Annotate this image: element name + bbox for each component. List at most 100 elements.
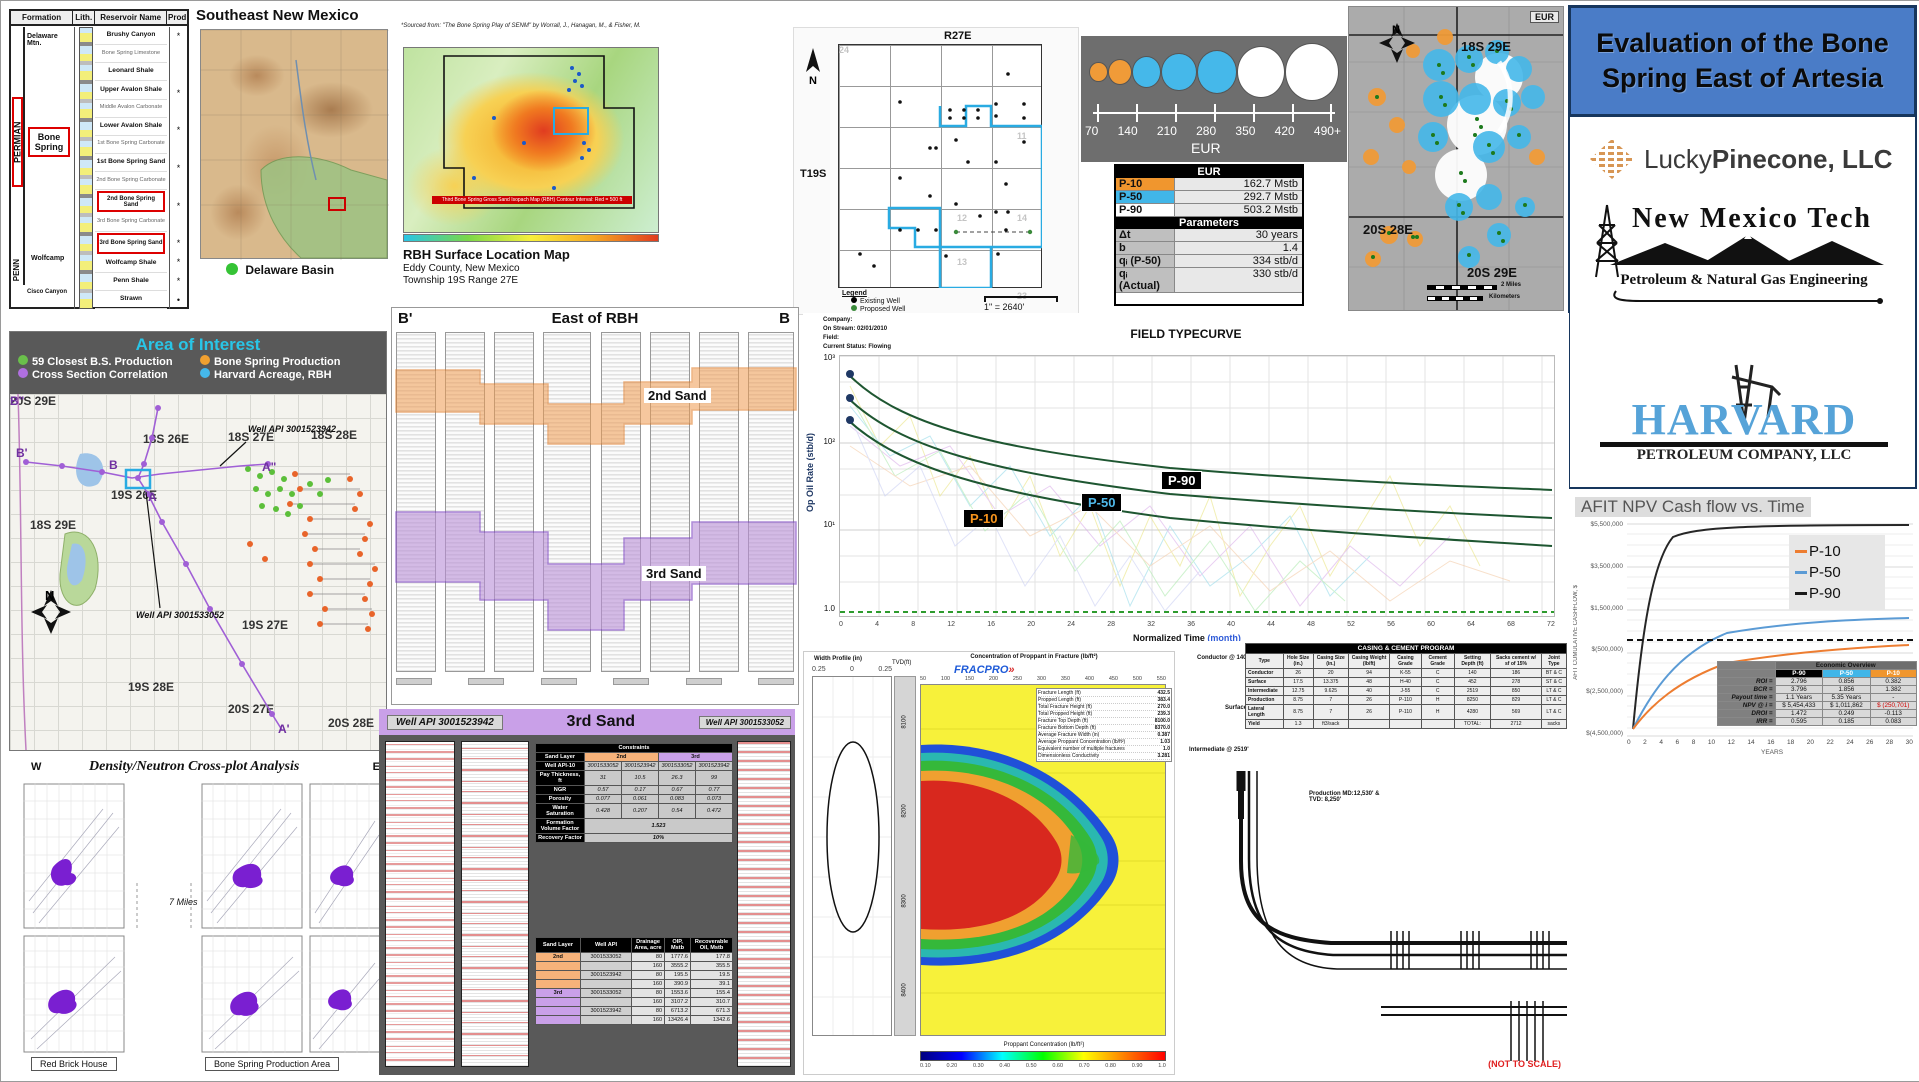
- economic-overview-table: Economic Overview P-90 P-50 P-10 ROI = 2…: [1717, 661, 1918, 726]
- casing-type: Intermediate: [1245, 686, 1284, 696]
- casing-row: Surface 17.5 13.375 48 H-40 C 452 278 ST…: [1245, 677, 1568, 687]
- oip-drainage: 160: [630, 979, 666, 989]
- econ-header-row: P-90 P-50 P-10: [1717, 669, 1917, 678]
- oip-drainage: 80: [630, 1006, 666, 1016]
- prod-symbol: •: [176, 294, 181, 305]
- rbh-acreage-outline: [553, 107, 589, 135]
- second-sand-label: 2nd Sand: [644, 388, 711, 403]
- oip-header: Well API: [580, 937, 632, 953]
- aoi-legend-dot: [200, 355, 210, 365]
- county-grid: [201, 29, 389, 260]
- tc-xticks: 0 4 8 12 16 20 24 28 32 36 40 44 48 52 56 60 64 68 72: [839, 621, 1555, 628]
- constraints-row: Pay Thickness, ft 31 10.5 26.3 99: [535, 770, 733, 786]
- casing-cell: H: [1420, 695, 1455, 705]
- eur-chip: EUR: [1529, 11, 1559, 23]
- tc-xtick: 64: [1467, 621, 1475, 628]
- well-api-right-chip: Well API 3001533052: [698, 715, 791, 729]
- oip-well-api: 3001523942: [580, 1006, 632, 1016]
- cross-section-marker: B': [16, 446, 28, 460]
- econ-col-p90: P-90: [1774, 669, 1824, 678]
- casing-cell: 7: [1312, 695, 1349, 705]
- eur-axis-label: EUR: [1191, 140, 1221, 156]
- oip-sand-layer: [535, 997, 581, 1007]
- tc-xlabel-unit: (month): [1207, 633, 1241, 643]
- casing-header: Casing Weight (lb/ft): [1347, 653, 1391, 669]
- seven-miles-label: 7 Miles: [169, 897, 198, 907]
- conc-xtick: 300: [1036, 676, 1047, 682]
- section-number: 14: [1017, 213, 1028, 223]
- oip-recoverable: 177.8: [690, 952, 733, 962]
- constraint-value: 0.54: [658, 803, 696, 819]
- section-number: 24: [839, 45, 850, 55]
- oip-well-api: 3001533052: [580, 988, 632, 998]
- third-sand-label: 3rd Sand: [642, 566, 706, 581]
- cbar-tick: 1.0: [1158, 1063, 1166, 1069]
- second-sand-band: [395, 367, 797, 445]
- casing-cell: LT & C: [1540, 704, 1568, 720]
- aoi-legend-label: 59 Closest B.S. Production: [32, 356, 173, 368]
- reservoir-row: Lower Avalon Shale: [95, 118, 167, 136]
- frac-stat-row: Average Proppant Concentration (lb/ft²) …: [1038, 739, 1170, 746]
- existing-wells: [858, 72, 1026, 268]
- constraints-title: Constraints: [535, 743, 733, 753]
- econ-row: Payout time = 1.1 Years 5.35 Years -: [1717, 693, 1917, 702]
- typecurve-title: FIELD TYPECURVE: [1130, 327, 1242, 341]
- data-cloud: [328, 989, 352, 1011]
- oip-well-api: [580, 1015, 632, 1025]
- eur-tick: 70: [1085, 124, 1099, 138]
- seven-miles-brace: [136, 883, 192, 931]
- npv-ytick: $1,500,000: [1590, 604, 1623, 612]
- cross-section-marker: B: [109, 458, 118, 472]
- npv-ytick: $(4,500,000): [1586, 729, 1623, 737]
- tc-status: Current Status: Flowing: [823, 344, 891, 350]
- constraint-value: 0.67: [658, 785, 696, 795]
- reservoir-row: 3rd Bone Spring Sand: [97, 232, 165, 254]
- oip-recoverable: 1342.6: [690, 1015, 733, 1025]
- tc-xtick: 56: [1387, 621, 1395, 628]
- tvd-label: TVD(ft): [892, 660, 912, 666]
- frac-stat-row: Fracture Length (ft) 432.5: [1038, 690, 1170, 697]
- oip-sand-layer: [535, 1006, 581, 1016]
- eur-table-row: P-10 162.7 Mstb: [1116, 178, 1302, 191]
- formation-delaware: Delaware Mtn.: [27, 33, 58, 47]
- layer-2nd: 2nd: [584, 752, 659, 762]
- plat-legend-swatch: [851, 305, 857, 311]
- township-label-18s29e: 18S 29E: [1461, 39, 1511, 54]
- oip-header-row: Sand Layer Well API Drainage Area, acre …: [535, 937, 733, 953]
- casing-cell: TOTAL:: [1453, 719, 1492, 729]
- frac-stat-value: 0.387: [1157, 732, 1170, 738]
- township-eur-map: N EUR 18S 29E 20S 28E 20S 29E 2 Miles Ki…: [1348, 6, 1564, 311]
- tc-field: Field:: [823, 335, 839, 341]
- econ-p90-value: 3.796: [1774, 685, 1824, 694]
- npv-xtick: 22: [1826, 739, 1834, 746]
- casing-row: Conductor 26 20 94 K-55 C 140 186 BT & C: [1245, 668, 1568, 678]
- casing-cell: ft3/sack: [1312, 719, 1349, 729]
- tc-xlabel: Normalized Time (month): [1133, 633, 1241, 643]
- casing-header: Setting Depth (ft): [1453, 653, 1492, 669]
- casing-cell: 7: [1312, 704, 1349, 720]
- parameter-row: qᵢ (P-50) 334 stb/d: [1116, 255, 1302, 268]
- econ-title: Economic Overview: [1774, 661, 1918, 670]
- fracpro-wordmark: FRACPRO: [954, 664, 1009, 676]
- econ-p10-value: 0.382: [1869, 677, 1917, 686]
- spaghetti-lines: [849, 385, 1511, 612]
- econ-p90-value: 0.595: [1774, 717, 1824, 726]
- casing-cell: P-110: [1389, 704, 1422, 720]
- tc-xtick: 48: [1307, 621, 1315, 628]
- well-api-left-chip: Well API 3001523942: [387, 714, 503, 730]
- constraint-value: 3001523942: [621, 761, 659, 771]
- tc-ytick: 10³: [823, 353, 835, 362]
- luckypinecone-wordmark: LuckyPinecone, LLC: [1644, 144, 1893, 175]
- harvard-subtitle: PETROLEUM COMPANY, LLC: [1636, 446, 1852, 463]
- constraint-value: 3001523942: [695, 761, 733, 771]
- tc-xtick: 4: [875, 621, 879, 628]
- constraint-value: 99: [695, 770, 733, 786]
- constraints-row: Porosity 0.077 0.061 0.083 0.073: [535, 794, 733, 804]
- frac-stat-value: 270.0: [1157, 704, 1170, 710]
- plat-legend-label: Existing Well: [860, 298, 900, 305]
- constraint-value: 3001533052: [658, 761, 696, 771]
- casing-cell: ST & C: [1540, 677, 1568, 687]
- parameter-value: 1.4: [1175, 242, 1302, 254]
- casing-cell: sacks: [1540, 719, 1568, 729]
- tc-xtick: 32: [1147, 621, 1155, 628]
